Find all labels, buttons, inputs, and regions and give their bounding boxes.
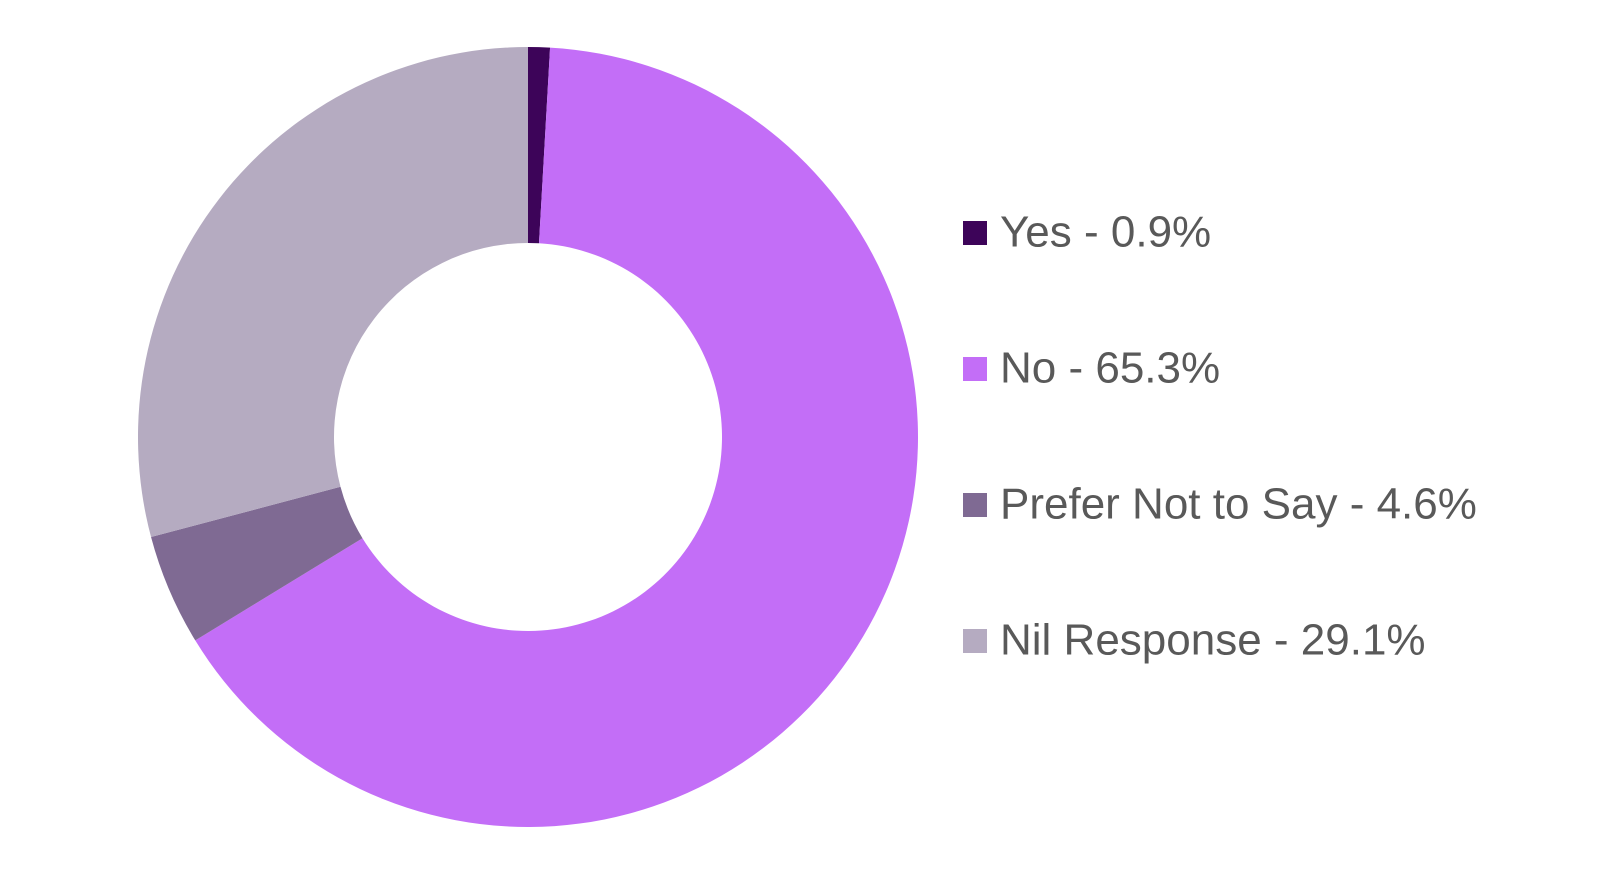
donut-segment [138,47,528,538]
donut-segment [528,47,551,244]
legend-label: Yes - 0.9% [1000,208,1211,257]
donut-segment [195,47,919,827]
legend-swatch [963,221,987,245]
legend-label: Prefer Not to Say - 4.6% [1000,480,1477,529]
legend-label: No - 65.3% [1000,344,1220,393]
legend-swatch [963,629,987,653]
legend-swatch [963,357,987,381]
donut-segment [151,486,363,641]
legend-label: Nil Response - 29.1% [1000,616,1426,665]
legend-swatch [963,493,987,517]
